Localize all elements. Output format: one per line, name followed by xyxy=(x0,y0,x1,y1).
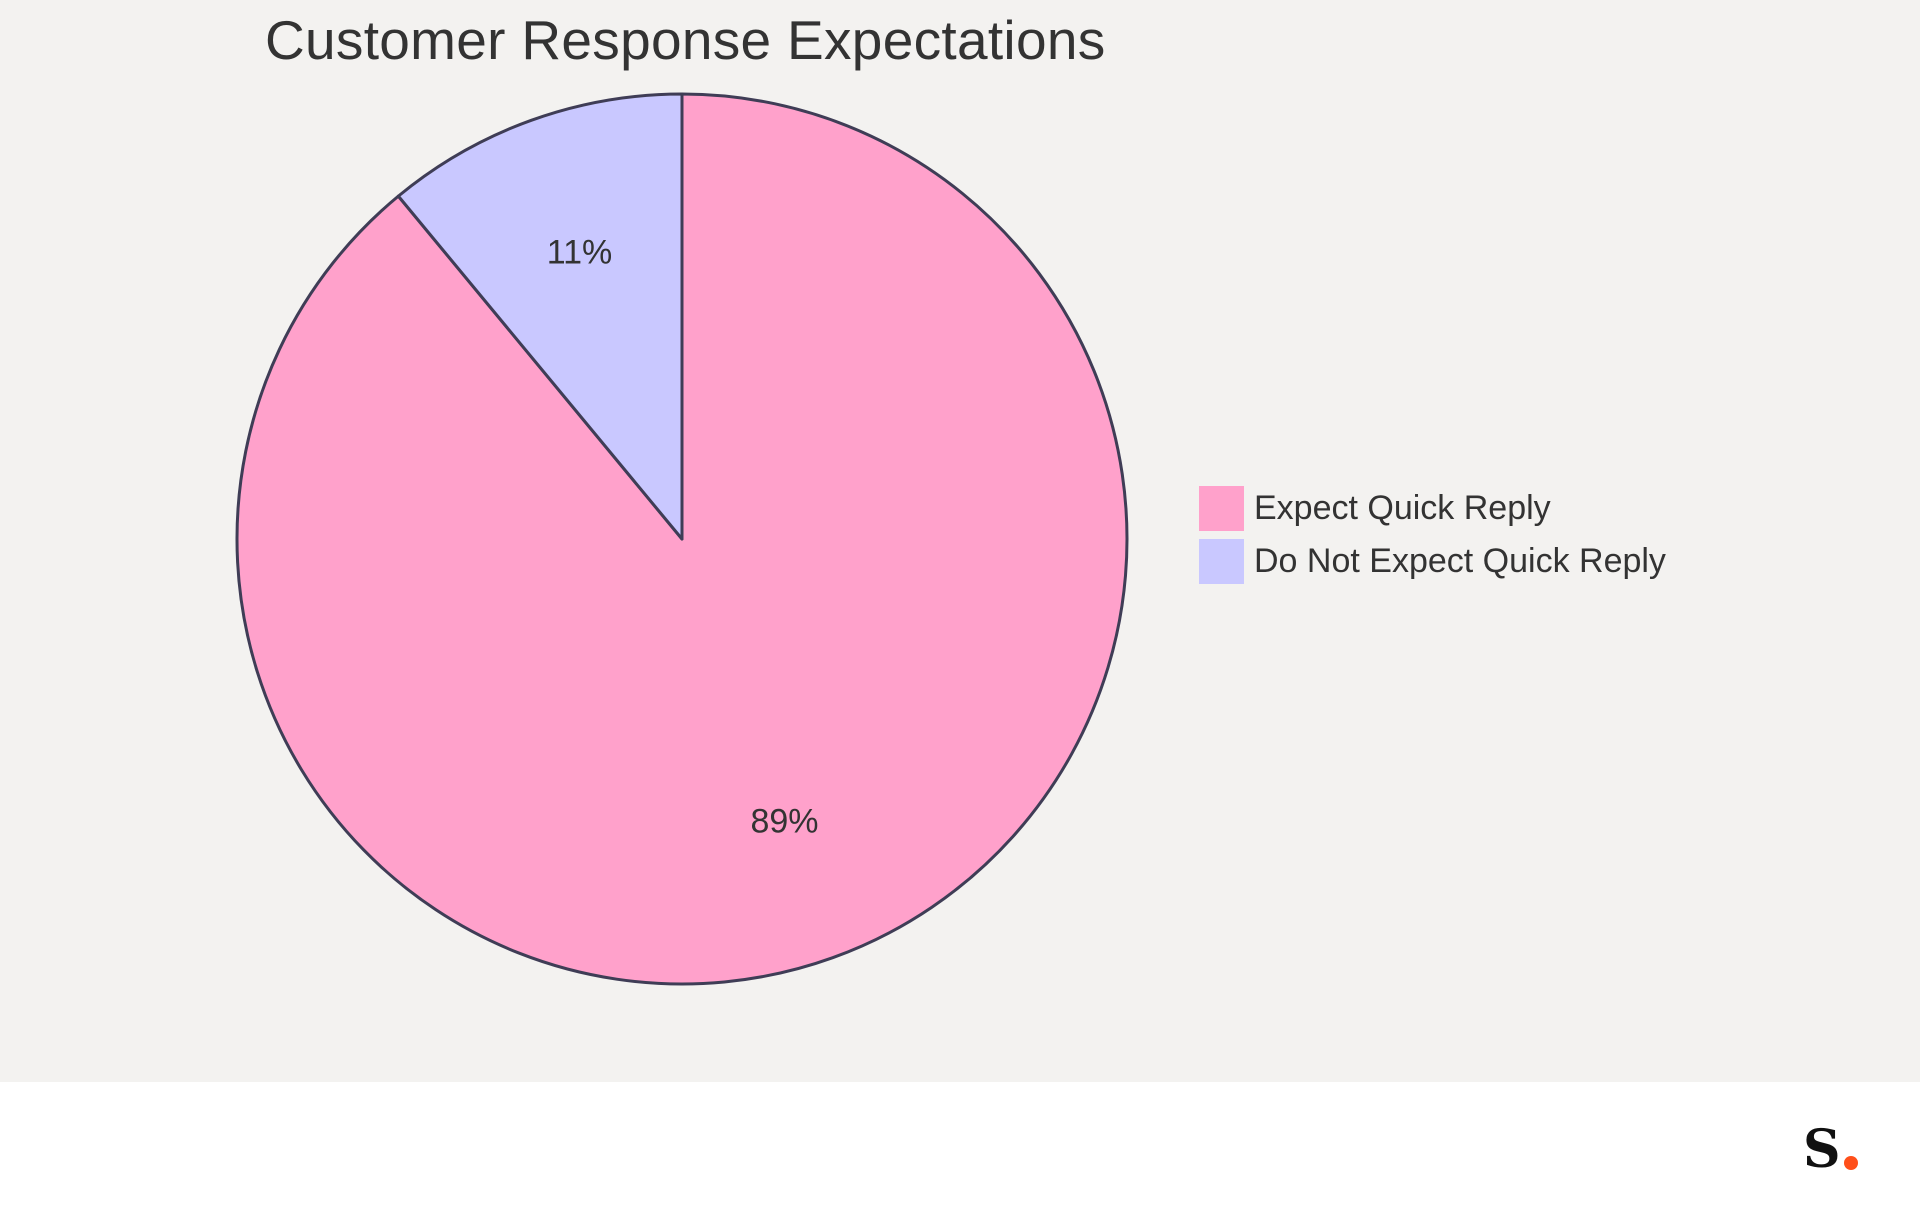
legend-swatch-expect-quick-reply xyxy=(1199,486,1244,531)
chart-legend: Expect Quick Reply Do Not Expect Quick R… xyxy=(1199,485,1666,591)
pie-slice-label-do-not-expect-quick-reply: 11% xyxy=(547,233,613,271)
chart-title: Customer Response Expectations xyxy=(265,9,1106,71)
legend-swatch-do-not-expect-quick-reply xyxy=(1199,539,1244,584)
pie-slices xyxy=(235,92,1129,986)
pie-chart: 89% 11% xyxy=(235,92,1129,986)
chart-panel: Customer Response Expectations 89% 11% Ex… xyxy=(0,0,1920,1082)
footer xyxy=(0,1082,1920,1215)
legend-item-expect-quick-reply: Expect Quick Reply xyxy=(1199,485,1666,532)
brand-logo-dot xyxy=(1843,1156,1858,1170)
legend-label-expect-quick-reply: Expect Quick Reply xyxy=(1254,489,1551,527)
pie-slice-do-not-expect-quick-reply xyxy=(396,92,684,541)
brand-logo-letter: S xyxy=(1803,1119,1841,1180)
legend-label-do-not-expect-quick-reply: Do Not Expect Quick Reply xyxy=(1254,542,1666,580)
pie-slice-labels: 89% 11% xyxy=(547,233,819,840)
pie-slice-label-expect-quick-reply: 89% xyxy=(750,803,818,841)
brand-logo: S xyxy=(1803,1124,1858,1176)
legend-item-do-not-expect-quick-reply: Do Not Expect Quick Reply xyxy=(1199,538,1666,585)
